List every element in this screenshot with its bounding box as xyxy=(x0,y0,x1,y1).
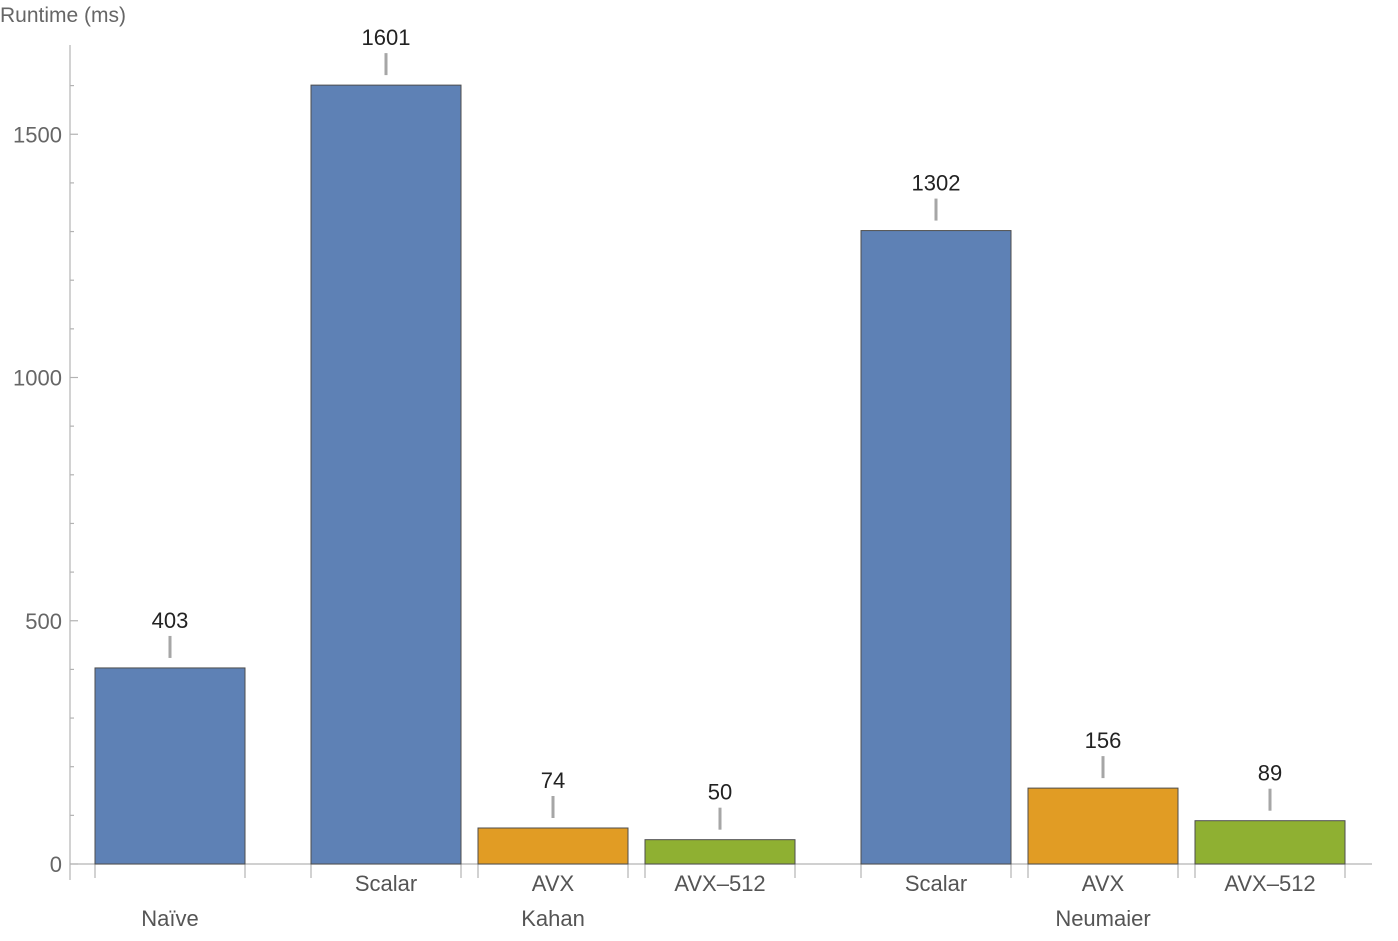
y-tick-label: 500 xyxy=(25,609,62,634)
x-group-label: Neumaier xyxy=(1055,906,1150,931)
y-axis-title: Runtime (ms) xyxy=(0,4,126,27)
y-axis: 0 500 1000 1500 xyxy=(13,45,78,880)
bar-kahan-avx-512 xyxy=(644,839,796,865)
x-axis: Naïve Scalar AVX AVX–512 Kahan Scalar AVX AVX–5… xyxy=(70,863,1372,931)
x-group-label: Kahan xyxy=(521,906,585,931)
bar-neumaier-avx-512 xyxy=(1194,820,1346,865)
x-group-label: Naïve xyxy=(141,906,198,931)
data-label: 1302 xyxy=(912,171,961,196)
bar-na-ve xyxy=(94,667,246,865)
y-tick-label: 1500 xyxy=(13,122,62,147)
x-tick-label: Scalar xyxy=(355,871,417,896)
bar-kahan-avx xyxy=(477,827,629,865)
data-label: 403 xyxy=(152,608,189,633)
bars: 403 1601 74 50 1302 156 89 xyxy=(94,25,1346,865)
bar-neumaier-avx xyxy=(1027,787,1179,865)
bar-neumaier-scalar xyxy=(860,230,1012,865)
data-label: 156 xyxy=(1085,728,1122,753)
y-tick-label: 1000 xyxy=(13,366,62,391)
x-tick-label: Scalar xyxy=(905,871,967,896)
x-tick-label: AVX xyxy=(1082,871,1125,896)
bar-kahan-scalar xyxy=(310,84,462,865)
x-tick-label: AVX–512 xyxy=(1224,871,1315,896)
data-label: 89 xyxy=(1258,761,1282,786)
data-label: 1601 xyxy=(362,25,411,50)
data-label: 74 xyxy=(541,768,565,793)
data-label: 50 xyxy=(708,780,732,805)
y-tick-label: 0 xyxy=(50,852,62,877)
x-tick-label: AVX–512 xyxy=(674,871,765,896)
x-tick-label: AVX xyxy=(532,871,575,896)
